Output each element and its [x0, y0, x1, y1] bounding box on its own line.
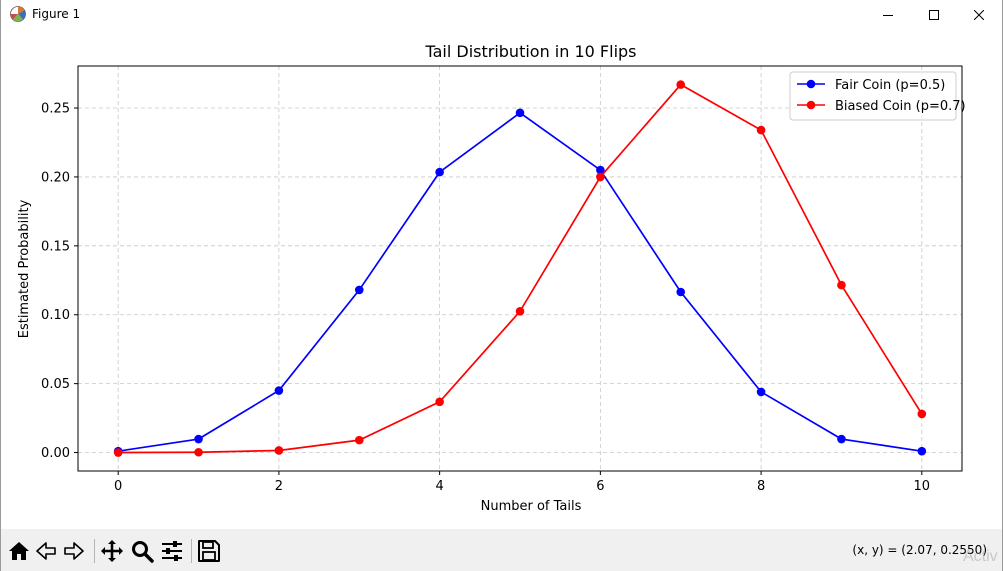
plot-frame	[77, 65, 963, 472]
back-button[interactable]	[33, 538, 59, 564]
maximize-icon	[929, 9, 939, 20]
toolbar-separator	[94, 539, 95, 563]
series-biased-coin	[113, 80, 927, 457]
data-point	[274, 446, 284, 455]
y-tick-label: 0.15	[41, 239, 70, 254]
legend-marker-biased	[806, 100, 816, 110]
data-point	[435, 397, 444, 407]
x-tick-label: 8	[757, 479, 765, 494]
legend-marker-fair	[806, 79, 816, 89]
home-icon	[9, 542, 29, 560]
cursor-coordinates: (x, y) = (2.07, 0.2550)	[852, 543, 987, 557]
title-bar[interactable]: Figure 1	[1, 0, 1002, 29]
data-point	[837, 434, 846, 444]
chart-title: Tail Distribution in 10 Flips	[424, 42, 636, 61]
x-axis-label: Number of Tails	[481, 499, 582, 514]
y-tick-label: 0.10	[41, 308, 70, 323]
minimize-icon	[883, 14, 893, 16]
toolbar-separator	[191, 539, 192, 563]
save-icon	[198, 540, 220, 562]
zoom-icon	[132, 541, 154, 563]
close-button[interactable]	[956, 0, 1002, 29]
data-point	[756, 387, 766, 397]
y-tick-label: 0.25	[41, 102, 70, 117]
configure-subplots-button[interactable]	[159, 538, 185, 564]
data-point	[113, 448, 123, 457]
minimize-button[interactable]	[865, 0, 911, 29]
y-axis-label: Estimated Probability	[17, 199, 32, 338]
data-point	[354, 435, 364, 445]
x-tick-label: 10	[914, 479, 931, 494]
series-fair-coin	[113, 108, 927, 456]
series-line	[118, 83, 923, 454]
data-point	[435, 167, 444, 177]
pan-icon	[101, 540, 123, 562]
x-tick-label: 6	[596, 479, 604, 494]
zoom-button[interactable]	[129, 538, 155, 564]
axis-ticks: 0 2 4 6 8 10 0.00 0.05 0.10 0.15 0.20 0.25	[41, 102, 930, 494]
data-point	[515, 306, 525, 316]
navigation-toolbar: (x, y) = (2.07, 0.2550)	[1, 529, 1002, 571]
data-point	[354, 285, 364, 295]
data-point	[676, 80, 686, 89]
x-tick-label: 0	[114, 479, 122, 494]
figure-canvas[interactable]: 0 2 4 6 8 10 0.00 0.05 0.10 0.15 0.20 0.25 Tail Dis…	[1, 29, 1002, 529]
data-point	[194, 447, 203, 457]
x-tick-label: 4	[435, 479, 443, 494]
series	[113, 80, 927, 457]
x-tick-label: 2	[275, 479, 283, 494]
close-icon	[974, 9, 984, 20]
data-point	[917, 446, 927, 456]
data-point	[515, 108, 525, 118]
y-tick-label: 0.00	[41, 446, 70, 461]
window-title: Figure 1	[32, 7, 81, 21]
data-point	[596, 172, 605, 182]
legend-label-fair: Fair Coin (p=0.5)	[835, 78, 945, 93]
data-point	[274, 386, 284, 395]
activation-watermark: Activ	[963, 548, 998, 565]
pan-button[interactable]	[99, 538, 125, 564]
legend-label-biased: Biased Coin (p=0.7)	[835, 99, 966, 114]
data-point	[676, 287, 686, 297]
y-tick-label: 0.20	[41, 170, 70, 185]
data-point	[194, 434, 203, 444]
legend: Fair Coin (p=0.5) Biased Coin (p=0.7)	[789, 71, 966, 121]
forward-button[interactable]	[61, 538, 87, 564]
data-point	[917, 409, 927, 419]
grid	[78, 66, 962, 471]
data-point	[596, 165, 605, 175]
matplotlib-app-icon	[10, 6, 26, 22]
series-line	[118, 111, 922, 452]
home-button[interactable]	[6, 538, 32, 564]
save-button[interactable]	[196, 538, 222, 564]
forward-icon	[64, 542, 84, 560]
maximize-button[interactable]	[911, 0, 957, 29]
configure-subplots-icon	[162, 541, 182, 561]
legend-box	[789, 71, 957, 121]
data-point	[837, 280, 846, 290]
line-chart[interactable]: 0 2 4 6 8 10 0.00 0.05 0.10 0.15 0.20 0.25 Tail Dis…	[1, 29, 1002, 529]
back-icon	[36, 542, 56, 560]
data-point	[756, 125, 766, 135]
y-tick-label: 0.05	[41, 377, 70, 392]
